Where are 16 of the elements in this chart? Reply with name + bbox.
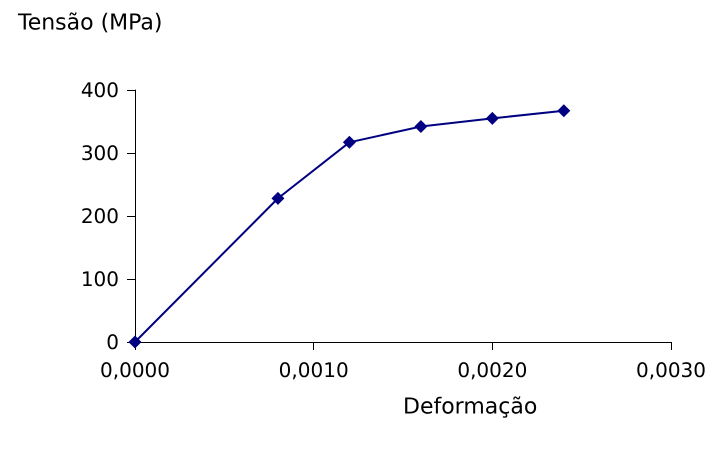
y-tick-label: 400 [80,78,119,102]
x-tick-label: 0,0000 [100,358,170,382]
point [414,120,428,134]
point [557,104,570,118]
y-tick-label: 300 [80,141,119,165]
x-tick-label: 0,0030 [636,358,706,382]
point [271,192,284,205]
y-axis-title: Tensão (MPa) [17,10,162,36]
x-tick-label: 0,0020 [457,358,528,382]
y-tick-label: 0 [106,330,119,354]
x-axis-title: Deformação [402,394,538,420]
point [342,136,356,149]
point [486,112,499,125]
y-tick-label: 200 [80,204,119,228]
x-tick-label: 0,0010 [278,358,349,382]
y-tick-label: 100 [80,267,119,291]
